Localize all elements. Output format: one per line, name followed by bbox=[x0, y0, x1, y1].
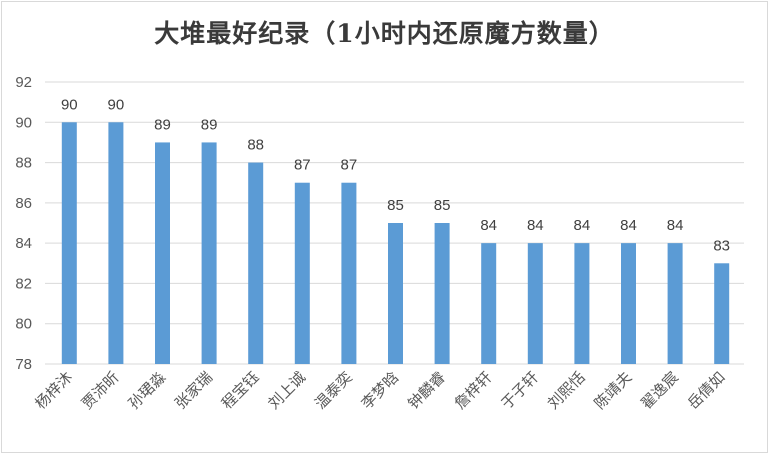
y-tick-label: 82 bbox=[15, 275, 32, 292]
y-tick-label: 92 bbox=[15, 74, 32, 91]
data-label: 89 bbox=[201, 116, 218, 133]
x-category-label: 钟麟睿 bbox=[404, 368, 449, 413]
x-category-label: 温泰奕 bbox=[311, 368, 356, 413]
y-axis-ticks: 78 80 82 84 86 88 90 92 bbox=[15, 74, 32, 373]
bar bbox=[714, 263, 730, 364]
data-label: 84 bbox=[667, 217, 684, 234]
data-labels: 90 90 89 89 88 87 87 85 85 84 84 84 84 84 83 bbox=[61, 96, 730, 254]
bar bbox=[574, 243, 590, 364]
x-category-label: 刘熙恬 bbox=[544, 368, 589, 413]
data-label: 84 bbox=[480, 217, 497, 234]
bar bbox=[248, 162, 264, 364]
bar bbox=[388, 223, 403, 364]
data-label: 84 bbox=[574, 217, 591, 234]
x-category-label: 翟逸宸 bbox=[637, 368, 682, 413]
bar bbox=[201, 142, 217, 364]
x-category-label: 李梦晗 bbox=[358, 368, 403, 413]
bar bbox=[527, 243, 543, 364]
data-label: 85 bbox=[434, 197, 451, 214]
y-tick-label: 88 bbox=[15, 155, 32, 172]
x-category-label: 岳倩如 bbox=[684, 368, 729, 413]
x-category-label: 于子轩 bbox=[498, 368, 543, 413]
bar bbox=[481, 243, 497, 364]
bar bbox=[621, 243, 636, 364]
data-label: 89 bbox=[154, 116, 171, 133]
y-tick-label: 86 bbox=[15, 195, 32, 212]
bar bbox=[434, 223, 450, 364]
data-label: 85 bbox=[387, 197, 404, 214]
x-category-label: 刘上诚 bbox=[265, 368, 310, 413]
x-axis-categories: 杨梓沐 贾沛昕 孙珺淼 张家瑞 程宝钰 刘上诚 温泰奕 李梦晗 钟麟睿 詹梓轩 于子轩 刘熙恬 陈靖夫翟… bbox=[32, 368, 729, 413]
y-tick-label: 80 bbox=[15, 316, 32, 333]
bar bbox=[294, 182, 310, 364]
chart-title: 大堆最好纪录（1小时内还原魔方数量） bbox=[154, 19, 615, 48]
data-label: 83 bbox=[713, 237, 730, 254]
y-tick-label: 90 bbox=[15, 114, 32, 131]
bar bbox=[341, 182, 357, 364]
y-tick-label: 78 bbox=[15, 356, 32, 373]
bar bbox=[155, 142, 170, 364]
x-category-label: 陈靖夫 bbox=[591, 368, 636, 413]
data-label: 84 bbox=[527, 217, 544, 234]
data-label: 87 bbox=[341, 157, 358, 174]
data-label: 87 bbox=[294, 157, 311, 174]
y-tick-label: 84 bbox=[15, 235, 32, 252]
x-category-label: 贾沛昕 bbox=[78, 368, 123, 413]
data-label: 90 bbox=[61, 96, 78, 113]
x-category-label: 程宝钰 bbox=[218, 368, 263, 413]
data-label: 90 bbox=[108, 96, 125, 113]
data-label: 88 bbox=[247, 137, 264, 154]
bar bbox=[61, 122, 77, 365]
x-category-label: 张家瑞 bbox=[171, 368, 216, 413]
data-label: 84 bbox=[620, 217, 637, 234]
bar bbox=[667, 243, 683, 364]
x-category-label: 詹梓轩 bbox=[451, 368, 496, 413]
bars bbox=[61, 122, 730, 365]
bar bbox=[108, 122, 124, 365]
x-category-label: 孙珺淼 bbox=[125, 368, 170, 413]
x-category-label: 杨梓沐 bbox=[32, 368, 77, 413]
